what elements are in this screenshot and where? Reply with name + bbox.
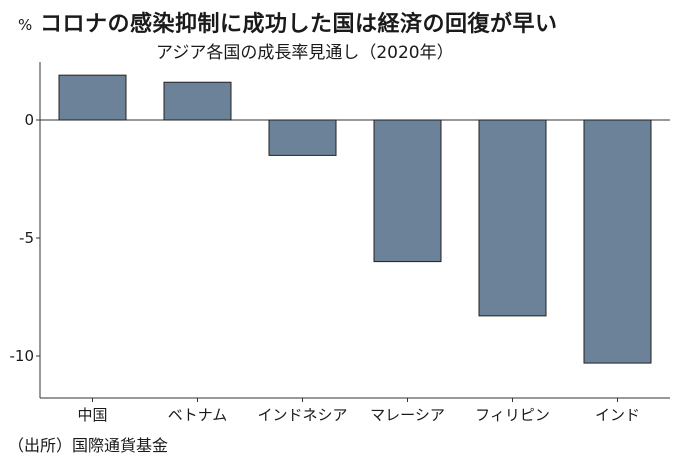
x-tick-label: 中国 xyxy=(77,406,107,424)
x-tick-label: フィリピン xyxy=(475,406,550,424)
bar-2 xyxy=(268,119,337,156)
bar-1 xyxy=(163,81,232,121)
unit-label: % xyxy=(18,16,33,34)
x-tick-label: インドネシア xyxy=(257,406,347,424)
y-tick-label: -5 xyxy=(19,229,34,247)
bar-0 xyxy=(58,74,127,121)
x-tick-label: マレーシア xyxy=(370,406,445,424)
y-tick-label: -10 xyxy=(10,347,35,365)
x-tick-label: インド xyxy=(595,406,640,424)
y-tick-label: 0 xyxy=(24,111,34,129)
source-note: （出所）国際通貨基金 xyxy=(8,436,169,455)
chart-subtitle: アジア各国の成長率見通し（2020年） xyxy=(156,43,454,63)
bar-5 xyxy=(583,119,652,364)
x-tick-label: ベトナム xyxy=(168,406,228,424)
bar-3 xyxy=(373,119,442,263)
chart-title: コロナの感染抑制に成功した国は経済の回復が早い xyxy=(40,12,558,37)
bar-4 xyxy=(478,119,547,317)
